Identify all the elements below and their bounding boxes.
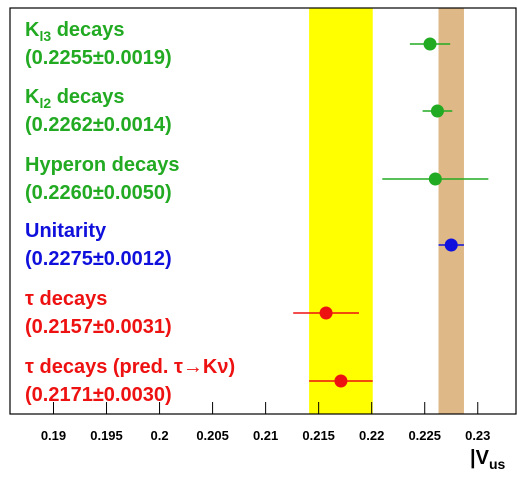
x-tick-label: 0.225 xyxy=(408,428,441,443)
row-label-after: decays xyxy=(51,86,124,108)
point xyxy=(319,306,333,320)
row-value-label: (0.2157±0.0031) xyxy=(25,316,172,338)
x-axis-label-text: |V xyxy=(470,447,490,469)
row-label: Unitarity xyxy=(25,220,107,242)
x-tick-label: 0.205 xyxy=(196,428,229,443)
row-value-label: (0.2262±0.0014) xyxy=(25,114,172,136)
frame xyxy=(9,7,517,415)
row-label-after: decays xyxy=(51,19,124,41)
row-value-label: (0.2255±0.0019) xyxy=(25,47,172,69)
row-label-sub: l3 xyxy=(39,28,51,44)
row-value-label: (0.2171±0.0030) xyxy=(25,384,172,406)
row-label: τ decays (pred. τ→Kν) xyxy=(25,356,235,378)
row-label: τ decays xyxy=(25,288,107,310)
row-label-text: K xyxy=(25,86,40,108)
x-tick-label: 0.19 xyxy=(41,428,66,443)
row-label: Kl3 decays xyxy=(25,19,125,44)
x-tick-label: 0.23 xyxy=(465,428,490,443)
x-axis-label-sub: us xyxy=(489,456,506,472)
x-axis-label: |Vus xyxy=(470,447,505,472)
x-tick-label: 0.22 xyxy=(359,428,384,443)
band xyxy=(438,8,464,414)
row-value-label: (0.2275±0.0012) xyxy=(25,248,172,270)
row-label-text: Unitarity xyxy=(25,220,107,242)
row-label-text: τ decays xyxy=(25,288,107,310)
point xyxy=(334,374,348,388)
x-tick-label: 0.2 xyxy=(151,428,169,443)
x-tick-label: 0.215 xyxy=(302,428,335,443)
row-label-text: K xyxy=(25,19,40,41)
row-label-text: Hyperon decays xyxy=(25,154,180,176)
row-label: Hyperon decays xyxy=(25,154,180,176)
point xyxy=(428,172,442,186)
row-label: Kl2 decays xyxy=(25,86,125,111)
point xyxy=(444,238,458,252)
point xyxy=(430,104,444,118)
row-label-text: τ decays (pred. τ→Kν) xyxy=(25,356,235,378)
row-label-sub: l2 xyxy=(39,95,51,111)
x-tick-label: 0.21 xyxy=(253,428,278,443)
row-value-label: (0.2260±0.0050) xyxy=(25,182,172,204)
x-tick-label: 0.195 xyxy=(90,428,123,443)
band xyxy=(309,8,373,414)
point xyxy=(423,37,437,51)
